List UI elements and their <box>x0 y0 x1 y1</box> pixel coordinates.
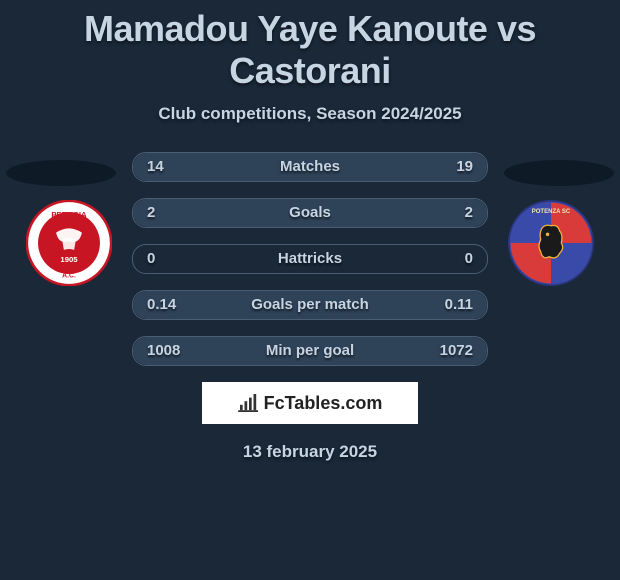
stat-row-matches: 14 Matches 19 <box>132 152 488 182</box>
badge-shadow-right <box>504 160 614 186</box>
stat-rows: 14 Matches 19 2 Goals 2 0 Hattricks 0 0.… <box>132 148 488 366</box>
potenza-crest-icon: POTENZA SC <box>508 200 594 286</box>
brand-text: FcTables.com <box>264 393 383 414</box>
stat-label: Matches <box>133 153 487 181</box>
comparison-date: 13 february 2025 <box>0 442 620 462</box>
bar-chart-icon <box>238 394 260 412</box>
stat-value-right: 1072 <box>440 337 473 365</box>
stat-row-min-per-goal: 1008 Min per goal 1072 <box>132 336 488 366</box>
stat-value-right: 19 <box>456 153 473 181</box>
stat-row-goals: 2 Goals 2 <box>132 198 488 228</box>
badge-shadow-left <box>6 160 116 186</box>
brand-box[interactable]: FcTables.com <box>202 382 418 424</box>
stat-value-right: 2 <box>465 199 473 227</box>
svg-text:1905: 1905 <box>60 255 78 264</box>
svg-text:PERUGIA: PERUGIA <box>51 210 87 219</box>
club-badge-left: PERUGIA A.C. 1905 <box>26 200 112 286</box>
svg-text:A.C.: A.C. <box>62 272 76 279</box>
perugia-crest-icon: PERUGIA A.C. 1905 <box>26 200 112 286</box>
main-area: PERUGIA A.C. 1905 POTENZA SC 14 Matches … <box>0 148 620 462</box>
stat-row-goals-per-match: 0.14 Goals per match 0.11 <box>132 290 488 320</box>
comparison-title: Mamadou Yaye Kanoute vs Castorani <box>0 0 620 92</box>
comparison-subtitle: Club competitions, Season 2024/2025 <box>0 104 620 124</box>
stat-label: Hattricks <box>133 245 487 273</box>
stat-row-hattricks: 0 Hattricks 0 <box>132 244 488 274</box>
stat-value-right: 0.11 <box>445 291 473 319</box>
stat-label: Goals per match <box>133 291 487 319</box>
svg-text:POTENZA SC: POTENZA SC <box>532 209 571 215</box>
stat-label: Min per goal <box>133 337 487 365</box>
stat-value-right: 0 <box>465 245 473 273</box>
stat-label: Goals <box>133 199 487 227</box>
club-badge-right: POTENZA SC <box>508 200 594 286</box>
